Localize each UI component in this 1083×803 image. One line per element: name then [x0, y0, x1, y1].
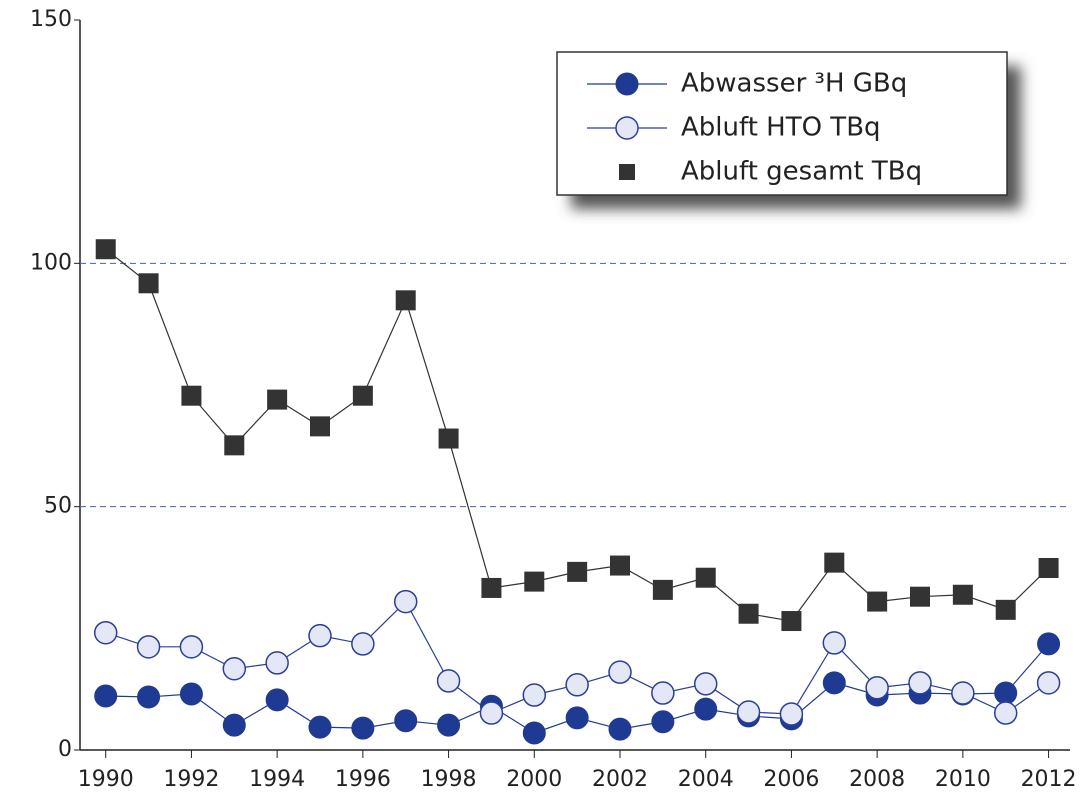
- marker: [738, 603, 759, 624]
- marker: [137, 685, 161, 709]
- marker: [308, 715, 332, 739]
- marker: [222, 713, 246, 737]
- marker: [995, 599, 1016, 620]
- marker: [693, 672, 718, 696]
- marker: [394, 709, 418, 733]
- marker: [779, 702, 804, 726]
- marker: [179, 682, 203, 706]
- y-tick-label: 50: [44, 494, 72, 519]
- marker: [393, 589, 418, 614]
- legend-label: Abluft gesamt TBq: [681, 157, 922, 187]
- marker: [438, 428, 459, 449]
- marker: [608, 717, 632, 741]
- marker: [608, 660, 632, 684]
- x-tick-label: 1992: [163, 767, 219, 792]
- marker: [265, 688, 289, 712]
- marker: [615, 116, 639, 140]
- marker: [138, 273, 159, 294]
- marker: [993, 701, 1018, 725]
- marker: [481, 577, 502, 598]
- marker: [908, 671, 932, 695]
- x-tick-label: 1998: [421, 767, 477, 792]
- marker: [781, 611, 802, 632]
- marker: [479, 701, 504, 725]
- legend-label: Abluft HTO TBq: [681, 113, 881, 143]
- marker: [952, 584, 973, 605]
- marker: [695, 567, 716, 588]
- x-tick-label: 1994: [249, 767, 305, 792]
- marker: [179, 635, 204, 659]
- marker: [352, 385, 373, 406]
- x-tick-label: 2012: [1021, 767, 1077, 792]
- marker: [910, 586, 930, 607]
- marker: [136, 635, 161, 659]
- marker: [524, 571, 545, 592]
- marker: [610, 555, 630, 576]
- marker: [181, 385, 202, 406]
- x-tick-label: 2010: [935, 767, 991, 792]
- marker: [822, 671, 846, 695]
- marker: [351, 716, 375, 740]
- marker: [824, 552, 845, 573]
- x-tick-label: 1990: [78, 767, 134, 792]
- series-line: [105, 600, 1049, 715]
- marker: [267, 389, 288, 410]
- x-tick-label: 1996: [335, 767, 391, 792]
- marker: [265, 651, 289, 675]
- marker: [310, 416, 330, 437]
- x-tick-label: 2000: [506, 767, 562, 792]
- marker: [522, 721, 546, 745]
- y-tick-label: 0: [58, 737, 72, 762]
- marker: [865, 675, 889, 700]
- marker: [94, 684, 118, 708]
- y-tick-label: 100: [30, 250, 72, 275]
- marker: [951, 681, 975, 705]
- x-tick-label: 2002: [592, 767, 648, 792]
- marker: [736, 700, 761, 724]
- marker: [994, 681, 1018, 705]
- marker: [436, 669, 461, 693]
- marker: [224, 435, 245, 456]
- x-tick-label: 2004: [678, 767, 734, 792]
- legend-label: Abwasser ³H GBq: [681, 69, 907, 99]
- marker: [822, 631, 847, 655]
- marker: [222, 656, 247, 681]
- marker: [437, 713, 461, 737]
- marker: [1038, 557, 1059, 578]
- marker: [651, 681, 675, 705]
- marker: [395, 290, 416, 311]
- marker: [867, 591, 888, 612]
- marker: [565, 706, 589, 730]
- marker: [615, 72, 639, 96]
- x-tick-label: 2008: [849, 767, 905, 792]
- marker: [95, 239, 116, 260]
- marker: [651, 710, 675, 734]
- legend: Abwasser ³H GBq Abluft HTO TBq Abluft gesa…: [556, 51, 1021, 209]
- marker: [694, 697, 718, 721]
- marker: [351, 632, 375, 656]
- marker: [652, 579, 673, 600]
- marker: [619, 164, 635, 180]
- y-tick-label: 150: [30, 7, 72, 32]
- marker: [567, 561, 588, 582]
- marker: [308, 623, 332, 648]
- marker: [522, 683, 547, 707]
- marker: [1037, 632, 1061, 656]
- x-tick-label: 2006: [763, 767, 819, 792]
- marker: [1036, 671, 1061, 695]
- marker: [565, 673, 589, 697]
- marker: [93, 620, 118, 645]
